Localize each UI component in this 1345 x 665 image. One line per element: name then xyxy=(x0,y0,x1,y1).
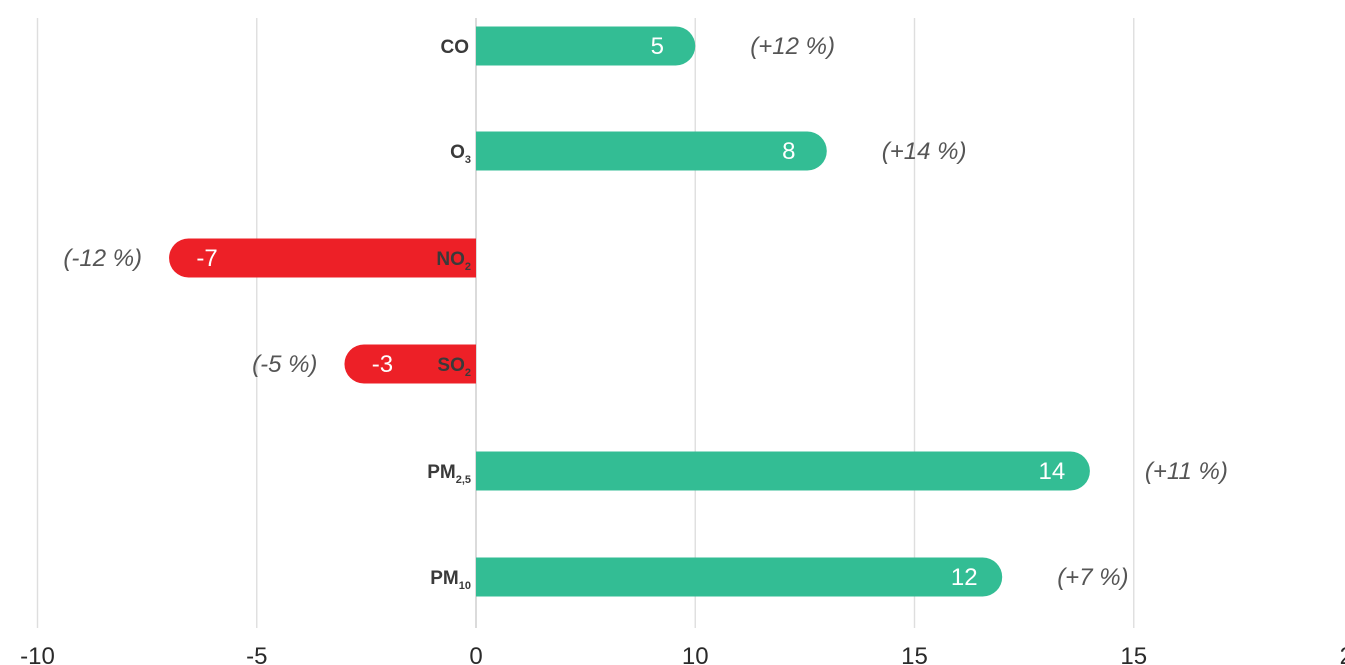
bar-value-label: -7 xyxy=(196,245,217,272)
x-tick-label: -10 xyxy=(20,643,55,665)
bar xyxy=(476,451,1090,491)
x-tick-label: 0 xyxy=(469,643,482,665)
bar xyxy=(344,344,476,384)
bar-percent-label: (+7 %) xyxy=(1057,564,1128,591)
category-label: SO2 xyxy=(437,355,471,379)
bar xyxy=(476,26,696,66)
x-tick-label: 15 xyxy=(1120,643,1147,665)
bar-percent-label: (+14 %) xyxy=(882,138,967,165)
bar xyxy=(476,131,827,171)
bar-value-label: -3 xyxy=(372,351,393,378)
bar-value-label: 5 xyxy=(651,33,664,60)
category-label: PM2,5 xyxy=(427,462,471,486)
bar-value-label: 14 xyxy=(1039,458,1066,485)
x-tick-label: 15 xyxy=(901,643,928,665)
bar xyxy=(169,238,476,278)
bar xyxy=(476,557,1003,597)
x-tick-label: 20 xyxy=(1340,643,1345,665)
category-label: PM10 xyxy=(430,568,471,592)
bar-percent-label: (+12 %) xyxy=(750,33,835,60)
bar-percent-label: (+11 %) xyxy=(1145,458,1228,485)
category-label: NO2 xyxy=(436,249,471,273)
category-label: O3 xyxy=(450,142,471,166)
bar-value-label: 8 xyxy=(782,138,795,165)
bar-percent-label: (-12 %) xyxy=(63,245,142,272)
x-tick-label: 10 xyxy=(682,643,709,665)
x-tick-label: -5 xyxy=(246,643,267,665)
bar-value-label: 12 xyxy=(951,564,978,591)
category-label: CO xyxy=(441,37,470,58)
bar-percent-label: (-5 %) xyxy=(252,351,317,378)
